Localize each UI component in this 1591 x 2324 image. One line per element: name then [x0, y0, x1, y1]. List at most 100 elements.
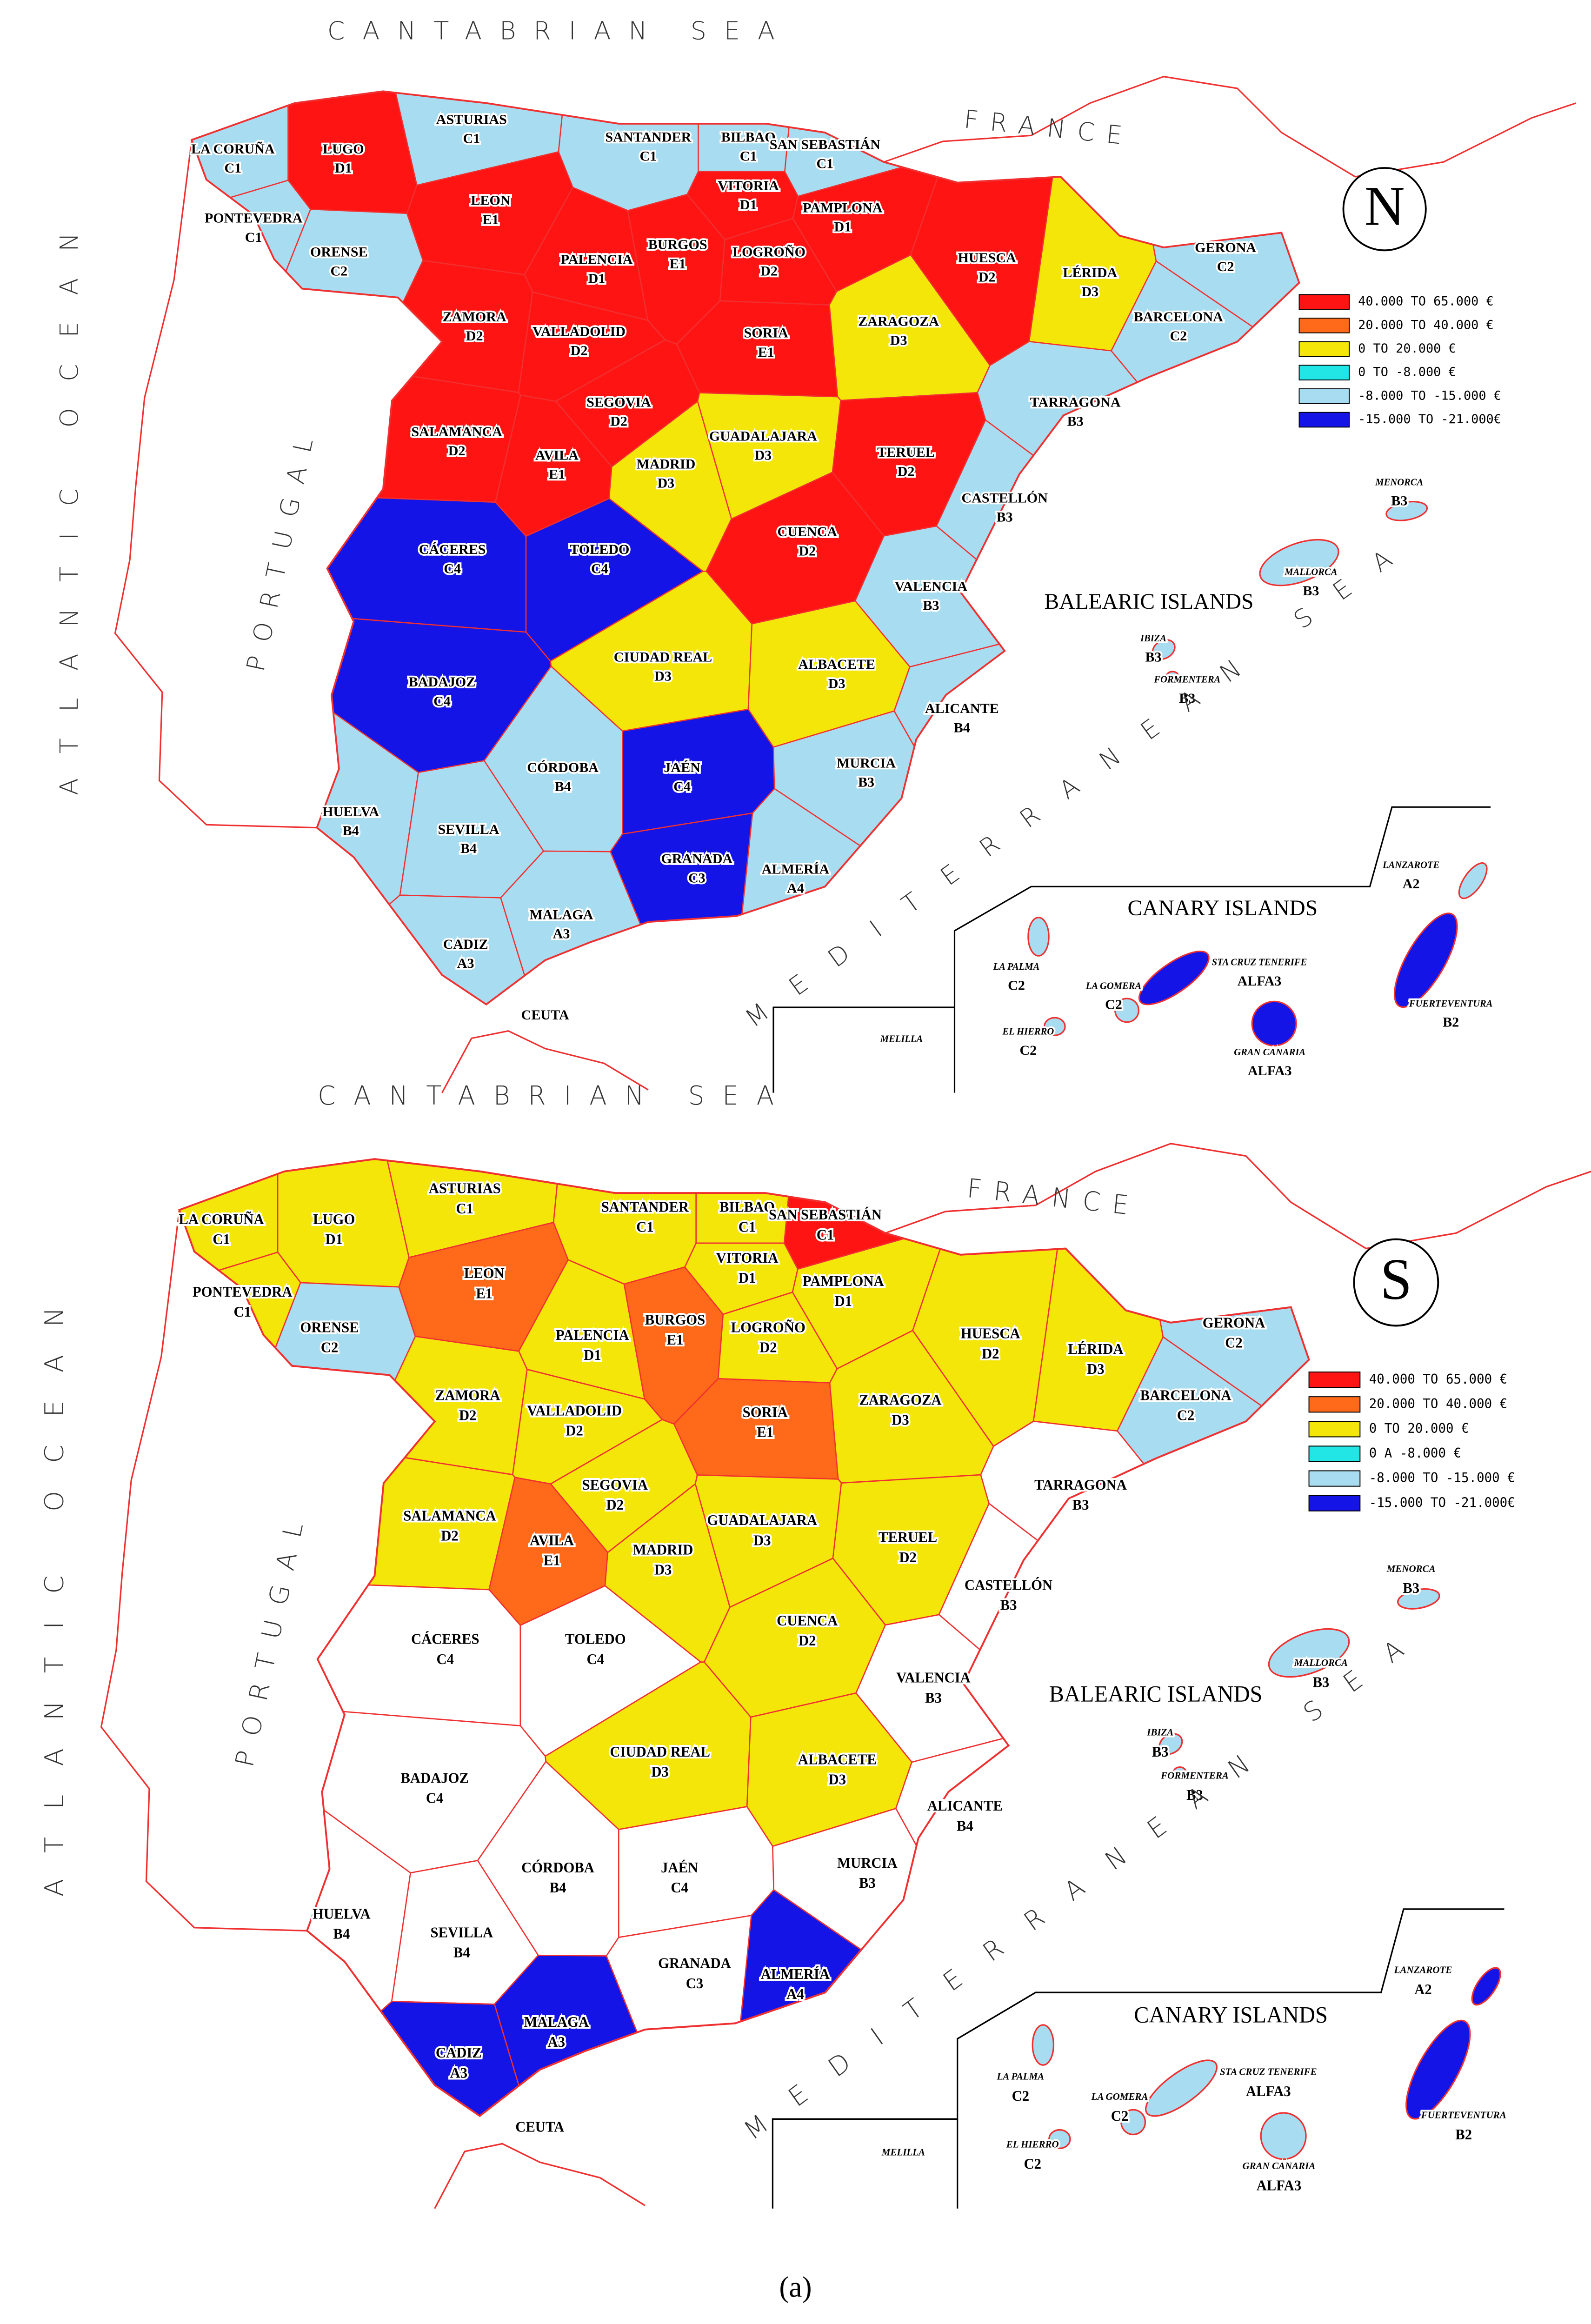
- province-name: LA CORUÑA: [179, 1211, 264, 1227]
- portugal-coast: [114, 140, 317, 829]
- province-code: C3: [686, 1975, 703, 1991]
- province-name: PAMPLONA: [803, 1272, 884, 1289]
- island-region: [1259, 539, 1339, 586]
- province-name: LOGROÑO: [732, 244, 805, 260]
- province-name: ASTURIAS: [436, 112, 507, 127]
- legend-swatch: [1308, 1495, 1361, 1512]
- sea-label: CANTABRIAN SEA: [318, 1080, 792, 1111]
- caption: (a): [779, 2271, 812, 2304]
- province-code: C1: [639, 148, 657, 164]
- province-code: B4: [555, 779, 571, 794]
- province-name: IBIZA: [1146, 1726, 1173, 1738]
- compass: [1342, 167, 1427, 252]
- canary-frame: [957, 1908, 1504, 2209]
- province-code: A3: [450, 2064, 467, 2081]
- spain-outline: [190, 90, 1300, 1006]
- province-code: B4: [550, 1879, 566, 1896]
- island-region: [1032, 2024, 1055, 2066]
- province-code: C4: [426, 1790, 443, 1806]
- sea-label: CANTABRIAN SEA: [327, 16, 792, 45]
- province-code: C1: [817, 1226, 834, 1243]
- melilla-frame: [772, 1006, 955, 1093]
- province-name: SAN SEBASTIÁN: [769, 1206, 882, 1223]
- province-code: ALFA3: [1246, 2083, 1291, 2099]
- province-name: SAN SEBASTIÁN: [770, 136, 880, 152]
- legend-swatch: [1298, 388, 1350, 404]
- province-name: SEGOVIA: [586, 394, 651, 410]
- province-code: C1: [740, 148, 757, 164]
- province-code: B3: [1072, 1497, 1089, 1513]
- province-name: SEVILLA: [430, 1924, 493, 1940]
- island-region: [1158, 1733, 1183, 1755]
- province-name: SALAMANCA: [403, 1507, 496, 1524]
- province-name: CASTELLÓN: [965, 1577, 1053, 1593]
- province-name: GRANADA: [661, 851, 732, 866]
- province-code: C1: [816, 156, 833, 172]
- province-code: ALFA3: [1238, 973, 1282, 989]
- province-name: TOLEDO: [570, 541, 629, 557]
- province-name: TARRAGONA: [1030, 394, 1121, 410]
- province-name: FORMENTERA: [1153, 675, 1220, 685]
- province-name: LA GOMERA: [1091, 2091, 1148, 2102]
- melilla-frame: [772, 2118, 958, 2209]
- province-code: D1: [739, 1270, 756, 1286]
- province-name: VALLADOLID: [533, 324, 626, 340]
- region-title: BALEARIC ISLANDS: [1049, 1681, 1263, 1707]
- province-name: SEGOVIA: [582, 1477, 648, 1493]
- province-code: D1: [326, 1231, 343, 1247]
- province-code: D2: [899, 1549, 916, 1565]
- province-code: E1: [482, 212, 499, 227]
- province-code: C1: [636, 1219, 653, 1235]
- island-region: [1044, 1017, 1066, 1036]
- island-region: [1152, 639, 1176, 660]
- province-name: GRAN CANARIA: [1234, 1047, 1305, 1058]
- province-code: C2: [1105, 997, 1122, 1012]
- province-name: LANZAROTE: [1382, 860, 1439, 871]
- province-code: E1: [549, 466, 565, 482]
- province-name: ALICANTE: [925, 700, 999, 716]
- region-title: CANARY ISLANDS: [1128, 896, 1318, 920]
- province-code: D2: [566, 1422, 583, 1438]
- province-name: LANZAROTE: [1394, 1964, 1452, 1975]
- legend-label: 0 TO 20.000 €: [1369, 1421, 1469, 1436]
- province-name: STA CRUZ TENERIFE: [1220, 2066, 1317, 2077]
- province-name: LEON: [464, 1265, 505, 1281]
- place-label: MELILLA: [881, 2146, 925, 2158]
- province-name: TERUEL: [877, 444, 935, 460]
- province-name: ALMERÍA: [761, 1966, 830, 1982]
- africa-coast: [441, 1030, 649, 1093]
- province-code: B3: [1312, 1674, 1329, 1690]
- legend-label: -15.000 TO -21.000€: [1358, 412, 1501, 426]
- province-code: D3: [828, 675, 845, 691]
- province-name: VITORIA: [718, 178, 779, 193]
- legend-swatch: [1308, 1421, 1361, 1438]
- province-name: STA CRUZ TENERIFE: [1212, 958, 1307, 968]
- province-code: D2: [448, 443, 466, 459]
- province-name: MADRID: [636, 456, 695, 472]
- province-code: B3: [859, 1875, 876, 1891]
- province-name: CÁCERES: [419, 541, 486, 557]
- province-code: B3: [1403, 1580, 1419, 1596]
- province-name: ORENSE: [310, 244, 368, 260]
- province-name: PONTEVEDRA: [205, 210, 303, 226]
- province-code: D2: [898, 463, 915, 479]
- province-code: D1: [740, 197, 757, 213]
- province-name: ZARAGOZA: [858, 313, 939, 329]
- province-code: D2: [466, 328, 483, 344]
- legend-swatch: [1298, 341, 1350, 357]
- province-name: JAÉN: [664, 759, 700, 775]
- province-code: C1: [463, 131, 480, 146]
- province-name: VALENCIA: [895, 578, 968, 594]
- province-name: IBIZA: [1140, 633, 1166, 644]
- province-name: MALLORCA: [1284, 567, 1337, 578]
- province-name: MADRID: [633, 1541, 693, 1558]
- province-name: ALBACETE: [798, 656, 875, 672]
- legend-label: -15.000 TO -21.000€: [1369, 1495, 1515, 1510]
- region-title: CANARY ISLANDS: [1134, 2002, 1328, 2028]
- legend-swatch: [1298, 365, 1350, 380]
- province-code: C4: [437, 1651, 454, 1667]
- province-code: D2: [982, 1345, 999, 1361]
- province-code: B3: [858, 774, 874, 790]
